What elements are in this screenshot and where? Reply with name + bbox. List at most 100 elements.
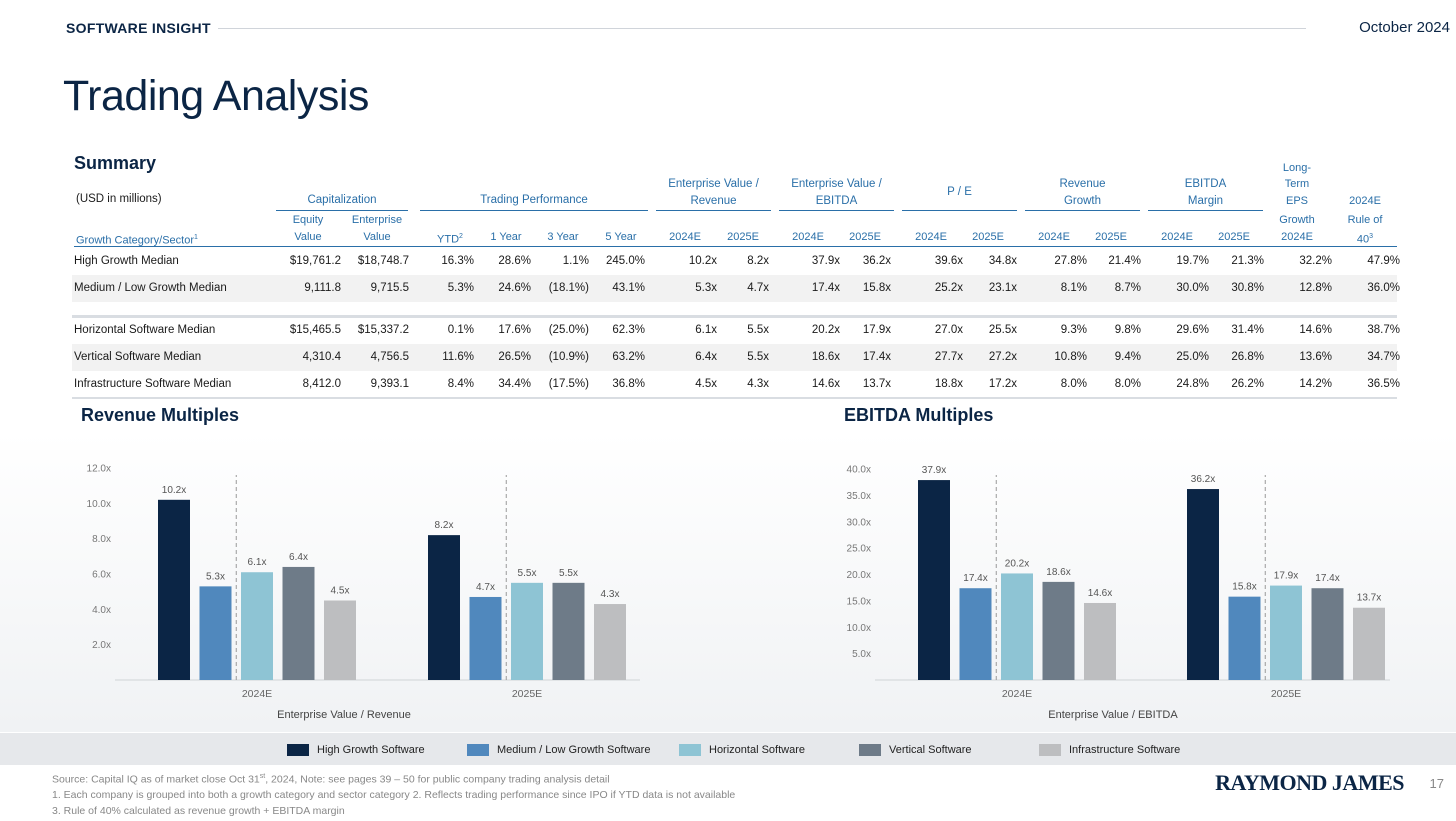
group-capitalization: Capitalization [307, 194, 377, 206]
table-cell: 10.2x [688, 255, 717, 267]
table-cell: 25.0% [1176, 351, 1209, 363]
lt-eps-header-5: 2024E [1281, 231, 1313, 243]
ebitda-multiples-title: EBITDA Multiples [844, 405, 994, 425]
lt-eps-header-2: Term [1284, 178, 1310, 190]
table-cell: 34.7% [1367, 351, 1400, 363]
col-enterprise-1: Enterprise [351, 214, 403, 226]
bar-value-label: 5.5x [518, 568, 537, 579]
table-cell: 36.2x [862, 255, 891, 267]
col-ev-ebitda-2024: 2024E [792, 231, 824, 243]
bar-value-label: 13.7x [1357, 593, 1381, 604]
bar [1084, 602, 1116, 680]
bar-value-label: 4.7x [476, 582, 495, 593]
table-cell: 8.7% [1114, 282, 1141, 294]
rule40-header-2: Rule of [1347, 214, 1383, 226]
legend-swatch [1039, 744, 1061, 757]
table-row: Medium / Low Growth Median 9,111.8 9,715.5… [72, 275, 1400, 302]
group-underline [1148, 210, 1263, 211]
y-tick-label: 30.0x [847, 517, 871, 528]
bar-value-label: 36.2x [1191, 474, 1215, 485]
table-cell: 29.6% [1176, 324, 1209, 336]
raymond-james-logo: RAYMOND JAMES [1215, 770, 1404, 795]
legend-swatch [679, 744, 701, 757]
group-revenue-growth-line2: Growth [1063, 195, 1102, 207]
table-cell: 8.0% [1060, 378, 1087, 390]
bar-value-label: 8.2x [435, 520, 454, 531]
y-tick-label: 10.0x [847, 623, 871, 634]
table-cell: 16.3% [441, 255, 474, 267]
table-cell: 36.5% [1367, 378, 1400, 390]
revenue-multiples-chart: 2.0x 4.0x 6.0x 8.0x 10.0x 12.0x 10.2x 5.3x 6.1x 6… [87, 464, 640, 721]
table-cell: 8,412.0 [302, 378, 341, 390]
y-tick-label: 2.0x [92, 640, 111, 651]
row-label: Horizontal Software Median [74, 324, 216, 336]
table-cell: (17.5%) [548, 378, 589, 390]
table-cell: 24.6% [498, 282, 531, 294]
row-label: Vertical Software Median [74, 351, 202, 363]
group-underline [902, 210, 1017, 211]
bar [428, 535, 460, 680]
col-category: Growth Category/Sector1 [76, 234, 198, 247]
col-5-year: 5 Year [605, 231, 637, 243]
table-cell: 10.8% [1054, 351, 1087, 363]
table-cell: 14.2% [1299, 378, 1332, 390]
bar [511, 582, 543, 680]
table-row: Infrastructure Software Median 8,412.0 9,3… [72, 371, 1400, 398]
table-cell: 6.4x [695, 351, 717, 363]
bar-value-label: 17.4x [1315, 573, 1339, 584]
col-3-year: 3 Year [547, 231, 579, 243]
bar [1270, 585, 1302, 680]
row-label: Infrastructure Software Median [74, 378, 232, 390]
group-ev-revenue-line2: Revenue [690, 195, 737, 207]
group-underline [656, 210, 771, 211]
header-rule [74, 246, 1397, 247]
bar [1042, 581, 1075, 680]
table-cell: 12.8% [1299, 282, 1332, 294]
table-cell: 37.9x [811, 255, 840, 267]
table-cell: 14.6% [1299, 324, 1332, 336]
bar [1311, 588, 1344, 680]
table-cell: 34.8x [988, 255, 1017, 267]
table-cell: 17.9x [862, 324, 891, 336]
bar-value-label: 37.9x [922, 465, 946, 476]
bar [1187, 489, 1219, 680]
table-cell: 9,393.1 [370, 378, 409, 390]
group-revenue-growth-line1: Revenue [1059, 178, 1106, 190]
legend-swatch [467, 744, 489, 757]
revenue-multiples-title: Revenue Multiples [81, 405, 240, 425]
bar-value-label: 4.5x [331, 586, 350, 597]
col-pe-2025: 2025E [972, 231, 1004, 243]
table-cell: 62.3% [612, 324, 645, 336]
col-ev-rev-2025: 2025E [727, 231, 759, 243]
category-label: 2024E [1002, 688, 1032, 700]
table-cell: 245.0% [605, 255, 645, 267]
x-axis-title: Enterprise Value / EBITDA [1048, 709, 1178, 721]
y-tick-label: 4.0x [92, 605, 111, 616]
report-date: October 2024 [1359, 19, 1450, 36]
table-cell: 30.8% [1231, 282, 1264, 294]
table-cell: 36.8% [612, 378, 645, 390]
bar-value-label: 4.3x [601, 589, 620, 600]
table-cell: 8.4% [447, 378, 474, 390]
table-cell: 26.2% [1231, 378, 1264, 390]
col-ebitda-margin-2025: 2025E [1218, 231, 1250, 243]
group-separator [72, 315, 1397, 318]
col-1-year: 1 Year [490, 231, 522, 243]
table-cell: (18.1%) [548, 282, 589, 294]
table-cell: 24.8% [1176, 378, 1209, 390]
legend-label: High Growth Software [317, 744, 425, 756]
table-cell: 11.6% [442, 351, 474, 363]
table-cell: 17.4x [862, 351, 891, 363]
legend-item: Medium / Low Growth Software [467, 743, 650, 757]
col-equity-2: Value [294, 231, 322, 243]
y-tick-label: 40.0x [847, 465, 871, 476]
bar-value-label: 6.4x [289, 552, 308, 563]
table-cell: 8.0% [1114, 378, 1141, 390]
table-cell: 6.1x [695, 324, 717, 336]
table-cell: 25.2x [934, 282, 963, 294]
table-cell: 20.2x [811, 324, 840, 336]
legend-item: Horizontal Software [679, 743, 805, 757]
group-ebitda-margin-line2: Margin [1187, 195, 1224, 207]
table-cell: 13.7x [862, 378, 891, 390]
bar-value-label: 5.3x [206, 571, 225, 582]
